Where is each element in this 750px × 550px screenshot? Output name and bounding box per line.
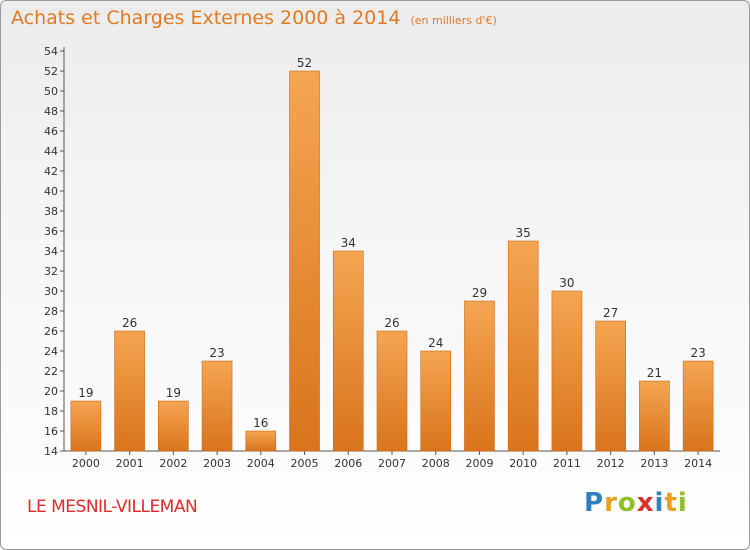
data-label-2005: 52 [297,56,312,70]
y-tick-label: 24 [44,345,58,358]
bar-2010 [507,240,539,452]
label-layer: 19 2000 26 2001 19 2002 23 2003 16 2004 52 2005 34 20… [72,56,712,470]
x-tick-label-2013: 2013 [640,457,668,470]
y-tick-label: 16 [44,425,58,438]
y-tick-label: 20 [44,385,58,398]
unit-note: (en milliers d'€) [410,14,497,27]
proxiti-logo: Proxiti [584,488,688,518]
data-label-2010: 35 [516,226,531,240]
logo-letter: P [584,488,605,518]
data-label-2008: 24 [428,336,443,350]
data-label-2009: 29 [472,286,487,300]
data-label-2011: 30 [559,276,574,290]
bar-2001 [114,330,145,452]
logo-letter: t [664,488,678,518]
y-tick-label: 22 [44,365,58,378]
data-label-2013: 21 [647,366,662,380]
data-label-2002: 19 [166,386,181,400]
y-tick-label: 54 [44,45,58,58]
bar-2011 [551,290,583,452]
data-label-2001: 26 [122,316,137,330]
bar-2002 [158,400,189,452]
y-tick-label: 28 [44,305,58,318]
data-label-2004: 16 [253,416,268,430]
data-label-2006: 34 [341,236,356,250]
bar-2003 [201,360,233,452]
data-label-2014: 23 [690,346,705,360]
chart-header: Achats et Charges Externes 2000 à 2014 (e… [11,7,497,29]
y-tick-label: 46 [44,125,58,138]
logo-letter: r [604,488,618,518]
bar-layer [70,70,714,452]
data-label-2012: 27 [603,306,618,320]
y-tick-label: 42 [44,165,58,178]
bar-2004 [245,430,277,452]
data-label-2003: 23 [209,346,224,360]
y-tick-label: 34 [44,245,58,258]
x-tick-label-2007: 2007 [378,457,406,470]
y-tick-label: 26 [44,325,58,338]
y-tick-label: 52 [44,65,58,78]
x-tick-label-2012: 2012 [597,457,625,470]
y-tick-label: 30 [44,285,58,298]
logo-letter: i [654,488,665,518]
bar-2008 [420,350,452,452]
x-tick-label-2010: 2010 [509,457,537,470]
commune-name: LE MESNIL-VILLEMAN [27,497,198,517]
y-tick-label: 40 [44,185,58,198]
bar-chart: 14 16 18 20 22 24 26 28 30 32 34 36 38 40 42 44 46 48 50 52… [44,45,720,470]
bar-2007 [376,330,408,452]
data-label-2000: 19 [78,386,93,400]
y-tick-label: 18 [44,405,58,418]
bar-2000 [70,400,102,452]
y-tick-label: 32 [44,265,58,278]
logo-letter: o [617,488,637,518]
x-tick-label-2003: 2003 [203,457,231,470]
bar-2006 [332,250,364,452]
logo-letter: i [677,488,688,518]
x-tick-label-2009: 2009 [465,457,493,470]
data-label-2007: 26 [384,316,399,330]
y-tick-label: 38 [44,205,58,218]
y-tick-label: 36 [44,225,58,238]
logo-letter: x [636,488,655,518]
bar-2014 [682,360,714,452]
y-tick-label: 48 [44,105,58,118]
y-tick-label: 50 [44,85,58,98]
x-tick-label-2000: 2000 [72,457,100,470]
bar-2013 [639,380,670,452]
x-tick-label-2002: 2002 [159,457,187,470]
bar-2009 [464,300,495,452]
chart-title: Achats et Charges Externes 2000 à 2014 [11,7,401,29]
x-tick-label-2001: 2001 [116,457,144,470]
y-tick-label: 14 [44,445,58,458]
x-tick-label-2008: 2008 [422,457,450,470]
bar-2005 [289,70,320,452]
x-tick-label-2004: 2004 [247,457,275,470]
x-tick-label-2011: 2011 [553,457,581,470]
y-tick-label: 44 [44,145,58,158]
x-tick-label-2006: 2006 [334,457,362,470]
x-tick-label-2005: 2005 [291,457,319,470]
x-tick-label-2014: 2014 [684,457,712,470]
bar-2012 [595,320,626,452]
